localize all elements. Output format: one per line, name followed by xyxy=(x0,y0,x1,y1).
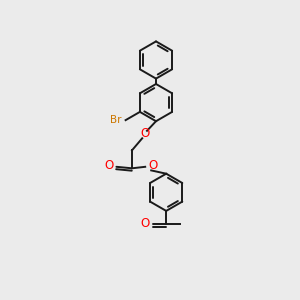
Text: O: O xyxy=(140,127,149,140)
Text: O: O xyxy=(140,217,150,230)
Text: O: O xyxy=(104,159,113,172)
Text: Br: Br xyxy=(110,115,122,125)
Text: O: O xyxy=(148,159,158,172)
